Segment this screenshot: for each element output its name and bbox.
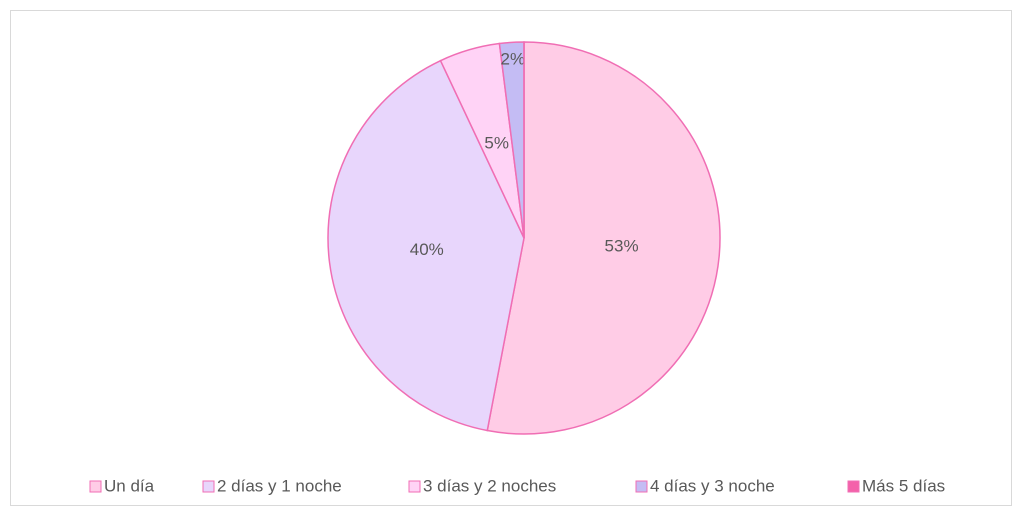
data-label: 2% — [501, 49, 526, 68]
legend-label: 4 días y 3 noche — [650, 476, 775, 495]
legend-label: Más 5 días — [862, 476, 945, 495]
pie-slice — [486, 41, 721, 435]
legend-swatch — [408, 480, 421, 493]
legend-label: 2 días y 1 noche — [217, 476, 342, 495]
legend-label: 3 días y 2 noches — [423, 476, 556, 495]
legend-swatch — [847, 480, 860, 493]
pie-slice — [327, 59, 525, 432]
legend-swatch — [635, 480, 648, 493]
data-label: 53% — [605, 237, 639, 256]
data-label: 40% — [410, 240, 444, 259]
data-label: 5% — [484, 133, 509, 152]
legend-label: Un día — [104, 476, 155, 495]
legend-swatch — [89, 480, 102, 493]
legend-swatch — [202, 480, 215, 493]
